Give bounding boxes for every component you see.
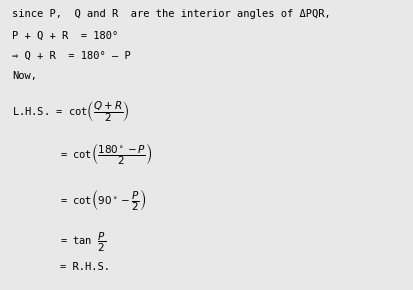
Text: = cot$\left(\dfrac{180^\circ - P}{2}\right)$: = cot$\left(\dfrac{180^\circ - P}{2}\rig… — [60, 141, 152, 167]
Text: since P,  Q and R  are the interior angles of ΔPQR,: since P, Q and R are the interior angles… — [12, 9, 331, 19]
Text: = cot$\left(90^\circ - \dfrac{P}{2}\right)$: = cot$\left(90^\circ - \dfrac{P}{2}\righ… — [60, 187, 146, 213]
Text: P + Q + R  = 180°: P + Q + R = 180° — [12, 30, 119, 40]
Text: ⇒ Q + R  = 180° – P: ⇒ Q + R = 180° – P — [12, 51, 131, 61]
Text: = R.H.S.: = R.H.S. — [60, 262, 110, 272]
Text: Now,: Now, — [12, 71, 38, 81]
Text: L.H.S. = cot$\left(\dfrac{Q + R}{2}\right)$: L.H.S. = cot$\left(\dfrac{Q + R}{2}\righ… — [12, 99, 130, 124]
Text: = tan $\dfrac{P}{2}$: = tan $\dfrac{P}{2}$ — [60, 231, 106, 254]
